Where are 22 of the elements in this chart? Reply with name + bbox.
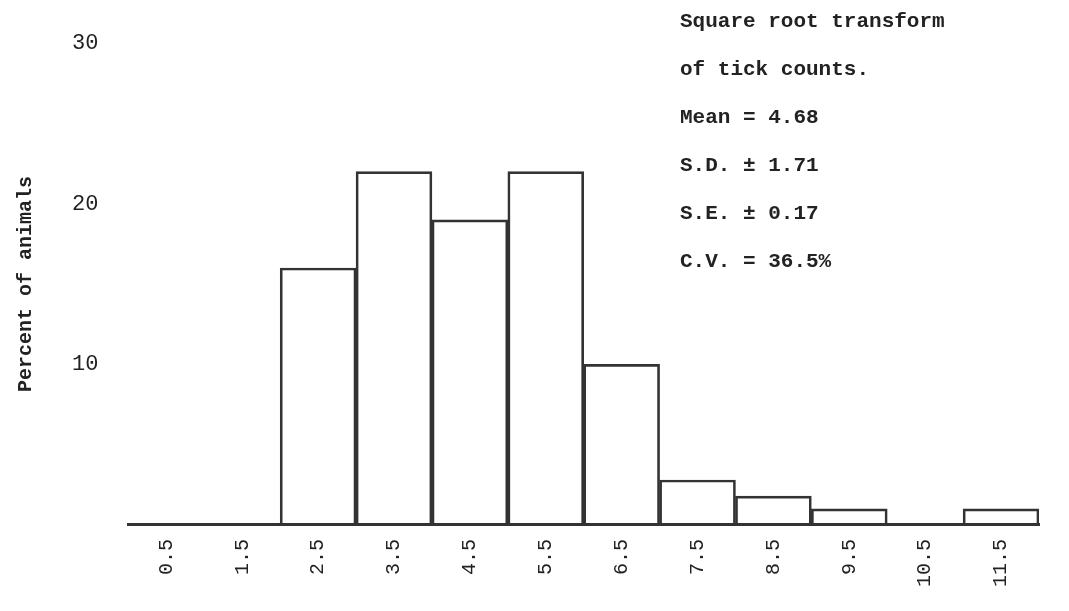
x-tick-label: 0.5 bbox=[154, 538, 178, 576]
annotation: of tick counts. bbox=[680, 58, 870, 82]
x-tick-label: 11.5 bbox=[989, 538, 1013, 588]
x-tick-label: 2.5 bbox=[306, 538, 330, 576]
annotation: S.D. ± 1.71 bbox=[680, 154, 819, 178]
x-tick-label: 4.5 bbox=[458, 538, 482, 576]
x-tick-label: 9.5 bbox=[837, 538, 861, 576]
x-tick-label: 6.5 bbox=[609, 538, 633, 576]
text: Square root transform bbox=[680, 10, 945, 34]
x-tick-label: 5.5 bbox=[534, 538, 558, 576]
x-tick-label: 3.5 bbox=[382, 538, 406, 576]
x-tick-label: 1.5 bbox=[230, 538, 254, 576]
annotation: S.E. ± 0.17 bbox=[680, 202, 819, 226]
y-axis-title: Percent of animals bbox=[14, 176, 38, 393]
x-tick-label: 8.5 bbox=[761, 538, 785, 576]
annotation: Mean = 4.68 bbox=[680, 106, 819, 130]
x-tick-label: 7.5 bbox=[685, 538, 709, 576]
y-tick-label: 30 bbox=[72, 31, 99, 57]
y-tick-label: 20 bbox=[72, 191, 99, 217]
y-tick-label: 10 bbox=[72, 352, 99, 378]
x-tick-label: 10.5 bbox=[913, 538, 937, 588]
annotation: C.V. = 36.5% bbox=[680, 250, 832, 274]
